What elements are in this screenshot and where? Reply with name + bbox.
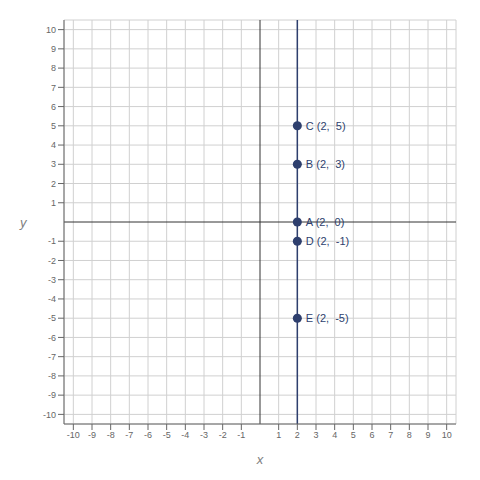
svg-text:9: 9 [51,44,56,54]
svg-text:1: 1 [276,430,281,440]
svg-text:-1: -1 [237,430,245,440]
svg-text:10: 10 [442,430,452,440]
svg-text:-6: -6 [48,333,56,343]
svg-text:E (2, -5): E (2, -5) [306,312,349,324]
svg-text:5: 5 [51,121,56,131]
svg-text:1: 1 [51,198,56,208]
svg-text:A (2, 0): A (2, 0) [306,216,345,228]
svg-text:-9: -9 [48,390,56,400]
svg-text:-3: -3 [48,275,56,285]
svg-text:-10: -10 [43,410,56,420]
svg-text:-5: -5 [48,313,56,323]
svg-text:y: y [19,215,28,230]
svg-text:6: 6 [369,430,374,440]
svg-text:D (2, -1): D (2, -1) [306,235,349,247]
svg-text:-5: -5 [163,430,171,440]
svg-text:9: 9 [425,430,430,440]
svg-text:-4: -4 [181,430,189,440]
svg-text:7: 7 [388,430,393,440]
svg-text:4: 4 [332,430,337,440]
svg-text:2: 2 [51,179,56,189]
svg-text:C (2, 5): C (2, 5) [306,120,346,132]
svg-text:4: 4 [51,140,56,150]
svg-text:-7: -7 [48,352,56,362]
svg-text:B (2, 3): B (2, 3) [306,158,345,170]
svg-text:-1: -1 [48,236,56,246]
svg-text:-3: -3 [200,430,208,440]
svg-text:-2: -2 [48,256,56,266]
svg-text:8: 8 [51,63,56,73]
svg-text:-4: -4 [48,294,56,304]
svg-text:5: 5 [351,430,356,440]
svg-text:-7: -7 [125,430,133,440]
svg-text:-8: -8 [48,371,56,381]
svg-text:6: 6 [51,102,56,112]
svg-text:-8: -8 [107,430,115,440]
svg-text:-6: -6 [144,430,152,440]
svg-text:2: 2 [295,430,300,440]
svg-text:-9: -9 [88,430,96,440]
svg-text:x: x [256,452,264,467]
svg-text:8: 8 [407,430,412,440]
svg-text:10: 10 [46,25,56,35]
svg-text:7: 7 [51,83,56,93]
svg-text:3: 3 [51,159,56,169]
svg-text:3: 3 [313,430,318,440]
svg-text:-10: -10 [67,430,80,440]
svg-text:-2: -2 [219,430,227,440]
